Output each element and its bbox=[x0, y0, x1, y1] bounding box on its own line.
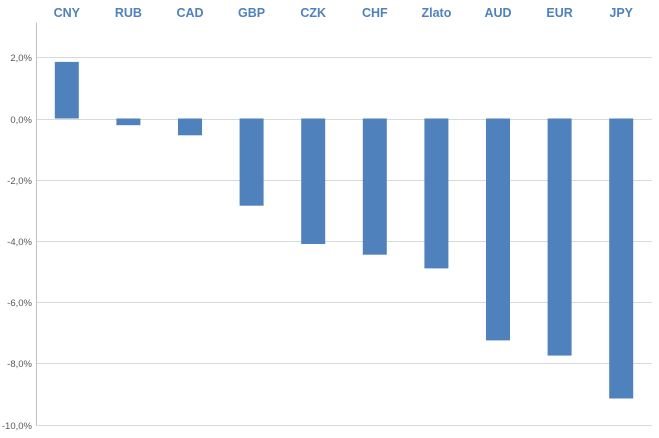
category-label-eur: EUR bbox=[546, 6, 572, 20]
y-axis: 2,0% 0,0% -2,0% -4,0% -6,0% -8,0% -10,0% bbox=[2, 53, 33, 432]
category-label-zlato: Zlato bbox=[421, 6, 451, 20]
category-label-jpy: JPY bbox=[609, 6, 633, 20]
y-tick-label: -8,0% bbox=[7, 359, 32, 370]
bars bbox=[54, 61, 634, 399]
category-label-cad: CAD bbox=[176, 6, 203, 20]
bar-cad bbox=[178, 118, 202, 136]
bar-cny bbox=[54, 61, 79, 119]
category-label-czk: CZK bbox=[300, 6, 326, 20]
bar-aud bbox=[486, 118, 510, 341]
y-tick-label: -2,0% bbox=[7, 176, 32, 187]
category-label-gbp: GBP bbox=[238, 6, 265, 20]
bar-zlato bbox=[424, 118, 449, 269]
category-label-aud: AUD bbox=[484, 6, 511, 20]
bar-rub bbox=[116, 118, 141, 126]
category-label-rub: RUB bbox=[115, 6, 142, 20]
y-tick-label: -10,0% bbox=[2, 421, 33, 432]
y-tick-label: 0,0% bbox=[10, 115, 32, 126]
bar-czk bbox=[301, 118, 326, 244]
bar-jpy bbox=[609, 118, 634, 399]
category-label-chf: CHF bbox=[362, 6, 388, 20]
y-tick-label: -6,0% bbox=[7, 298, 32, 309]
category-label-cny: CNY bbox=[54, 6, 81, 20]
y-tick-label: 2,0% bbox=[10, 53, 32, 64]
y-tick-label: -4,0% bbox=[7, 237, 32, 248]
bar-eur bbox=[547, 118, 572, 356]
category-labels: CNY RUB CAD GBP CZK CHF Zlato AUD EUR JPY bbox=[54, 6, 634, 20]
bar-gbp bbox=[239, 118, 264, 206]
bar-chf bbox=[362, 118, 387, 255]
